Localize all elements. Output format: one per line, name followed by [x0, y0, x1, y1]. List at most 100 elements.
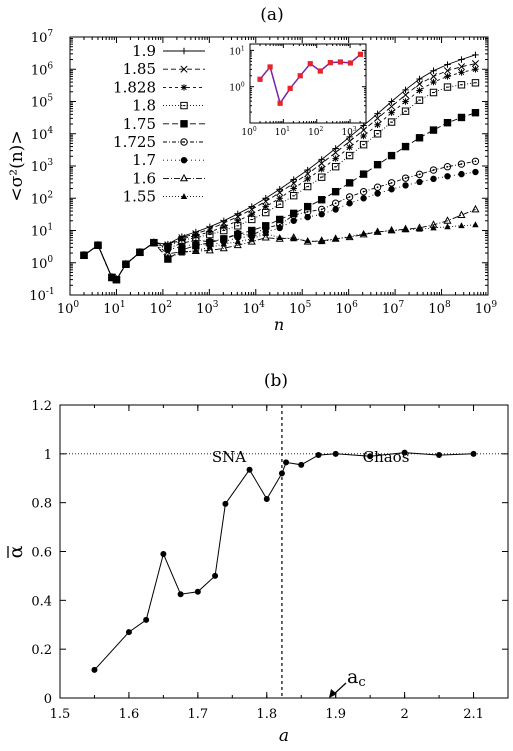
series-point-1.55	[276, 234, 283, 241]
series-point-1.8	[457, 81, 466, 89]
series-point-1.725-ring	[359, 187, 368, 196]
series-point-1.55	[416, 225, 423, 232]
series-point-1.8	[317, 173, 326, 181]
y-tick-label: 107	[31, 29, 54, 46]
series-point-1.828	[360, 132, 367, 140]
series-point-1.6	[233, 240, 242, 249]
series-point-1.55	[150, 239, 158, 246]
y-axis-title: <σ²(n)>	[7, 130, 27, 201]
series-point-1.9	[304, 166, 311, 174]
x-tick-label-exponent: 9	[491, 300, 497, 310]
inset-x-tick-label-exponent: 2	[320, 126, 324, 133]
series-point-1.725-dot	[306, 210, 309, 213]
series-point-1.9	[374, 110, 381, 117]
series-point-1.8	[345, 151, 354, 160]
critical-point-label: ac	[347, 666, 366, 690]
series-point-1.75	[471, 108, 480, 117]
series-point-1.7	[430, 175, 437, 183]
y-tick-label-exponent: 2	[47, 190, 53, 200]
series-point-1.725	[373, 183, 382, 191]
x-tick-label-exponent: 5	[306, 300, 312, 310]
series-point-1.725	[443, 163, 452, 171]
inset-y-tick-label-exponent: 1	[241, 45, 245, 52]
series-point-1.7	[178, 243, 186, 250]
series-point-1.55	[136, 248, 144, 255]
series-point-1.9	[346, 133, 353, 141]
series-point-1.8	[289, 191, 298, 200]
y-tick-label-base: 10	[29, 289, 46, 304]
series-point-1.8	[387, 118, 396, 126]
y-tick-label-exponent: 0	[47, 255, 53, 265]
series-point-1.85	[262, 197, 270, 205]
legend-marker	[180, 157, 188, 164]
series-point-1.9	[416, 75, 423, 83]
series-point-1.55	[248, 235, 255, 242]
series-point-1.6	[219, 243, 228, 252]
series-point-1.75	[457, 113, 466, 122]
inset-y-tick-label: 100	[229, 82, 244, 94]
series-point-1.55	[304, 237, 311, 244]
series-point-1.8	[471, 79, 480, 87]
inset-x-tick-label-exponent: 1	[286, 126, 290, 133]
series-point-1.75	[359, 170, 368, 178]
series-point-1.85	[401, 91, 410, 99]
series-point-1.55	[122, 260, 130, 267]
x-tick-label-exponent: 3	[213, 300, 219, 310]
x-tick-label: 108	[428, 300, 451, 317]
y-tick-label: 0	[44, 692, 52, 707]
series-point	[278, 470, 285, 477]
series-point-1.828	[178, 235, 186, 243]
inset-series-point	[297, 73, 303, 79]
series-point-1.85	[332, 149, 340, 157]
inset-x-tick-label: 100	[241, 126, 256, 138]
series-point-1.85	[318, 159, 326, 167]
series-point-1.9	[276, 186, 283, 193]
region-label-chaos: Chaos	[363, 448, 410, 466]
y-tick-label: 10-1	[29, 287, 54, 304]
panel-b-chart: 1.5 1.6 1.7 1.8 1.9 2 2.1 0 0.2 0.4 0.6 0.8 1 1.2 SNA C…	[5, 399, 509, 746]
inset-series-point	[347, 60, 354, 66]
y-tick-label-exponent: -1	[46, 287, 55, 297]
x-tick-label-base: 10	[57, 302, 74, 317]
series-point-1.725-dot	[418, 173, 421, 176]
y-tick-label: 1	[44, 448, 52, 463]
y-tick-label-exponent: 7	[47, 29, 53, 39]
y-tick-label-base: 10	[31, 96, 48, 111]
series-point-1.6	[261, 233, 270, 241]
series-point-1.55	[472, 221, 479, 228]
y-tick-label-base: 10	[31, 192, 48, 207]
series-point-1.725-dot	[348, 196, 351, 198]
series-point-1.7	[192, 240, 200, 248]
series-point-1.75	[345, 179, 354, 187]
legend-label: 1.8	[132, 97, 156, 115]
legend-label: 1.9	[132, 42, 156, 60]
y-tick-label: 0.2	[31, 643, 52, 658]
series-point-1.85	[290, 179, 298, 187]
series-point-1.9	[430, 67, 437, 74]
inset-frame	[249, 43, 367, 124]
legend-marker	[180, 47, 188, 55]
series-point-1.75	[276, 215, 284, 224]
series-point-1.8	[220, 226, 228, 235]
x-tick-label: 2	[400, 707, 408, 722]
y-axis-title: α	[5, 545, 27, 558]
series-point-1.7	[234, 234, 241, 241]
y-tick-label-base: 10	[31, 257, 48, 272]
legend-label: 1.85	[123, 60, 156, 78]
legend-label: 1.75	[123, 115, 156, 133]
series-point-1.8	[303, 182, 312, 191]
x-tick-label-exponent: 7	[399, 300, 405, 310]
series-point-1.828	[192, 232, 200, 239]
series-point-1.6	[205, 245, 214, 254]
series-point	[315, 452, 322, 459]
series-point-1.725	[471, 157, 480, 165]
series-point-1.85	[304, 170, 312, 178]
critical-arrow-head	[329, 689, 337, 698]
inset-y-tick-label-base: 10	[229, 47, 241, 57]
series-point	[470, 450, 477, 457]
series-point-1.8	[401, 107, 410, 115]
series-point-1.7	[444, 173, 451, 180]
series-point-1.55	[374, 228, 381, 235]
